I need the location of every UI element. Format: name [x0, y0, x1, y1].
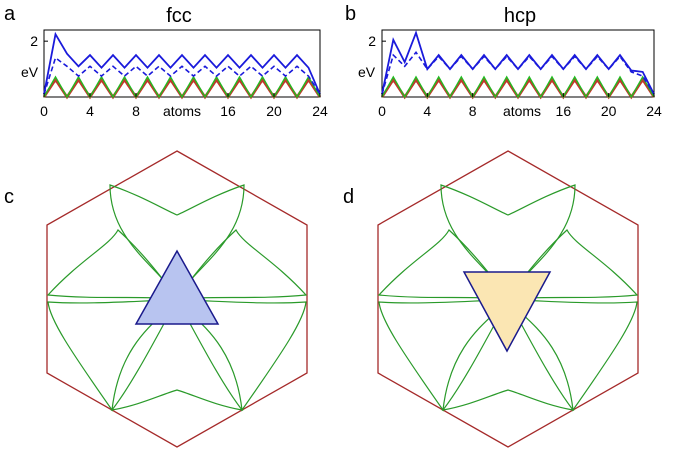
x-tick-label: 20	[266, 103, 282, 119]
y-axis-label: eV	[358, 64, 376, 80]
x-tick-label: 20	[601, 103, 617, 119]
series-line-blue-solid	[44, 34, 320, 94]
y-axis-label: eV	[21, 64, 39, 80]
panel-letter-b: b	[345, 3, 356, 25]
series-line-green	[44, 77, 320, 97]
y-tick-label: 2	[368, 33, 376, 49]
x-tick-label: 24	[646, 103, 662, 119]
x-tick-label: 0	[40, 103, 48, 119]
x-tick-label: 4	[86, 103, 94, 119]
x-tick-label: 8	[132, 103, 140, 119]
x-tick-label: 8	[469, 103, 477, 119]
chart-title: fcc	[166, 5, 192, 27]
chart-fcc: fcc 0 4 8 16 20 24 2 eV atoms	[21, 5, 328, 119]
triangle-down	[464, 272, 550, 351]
panel-letter-a: a	[4, 3, 16, 25]
x-tick-label: 24	[312, 103, 328, 119]
panel-letter-d: d	[343, 186, 354, 208]
x-tick-label: 16	[220, 103, 236, 119]
plot-frame	[44, 30, 320, 97]
petal-contour	[508, 300, 637, 410]
x-tick-label: 0	[378, 103, 386, 119]
series-line-blue-solid	[382, 33, 654, 94]
diagram-fcc	[47, 151, 307, 447]
chart-title: hcp	[504, 5, 536, 27]
series-line-green	[382, 77, 654, 97]
panel-letter-c: c	[4, 186, 14, 208]
x-tick-label: 16	[556, 103, 572, 119]
x-axis-label: atoms	[163, 103, 201, 119]
y-tick-label: 2	[30, 33, 38, 49]
chart-hcp: hcp 0 4 8 16 20 24 2 eV atoms	[358, 5, 662, 119]
diagram-hcp	[378, 151, 638, 447]
x-axis-label: atoms	[503, 103, 541, 119]
x-tick-label: 4	[423, 103, 431, 119]
